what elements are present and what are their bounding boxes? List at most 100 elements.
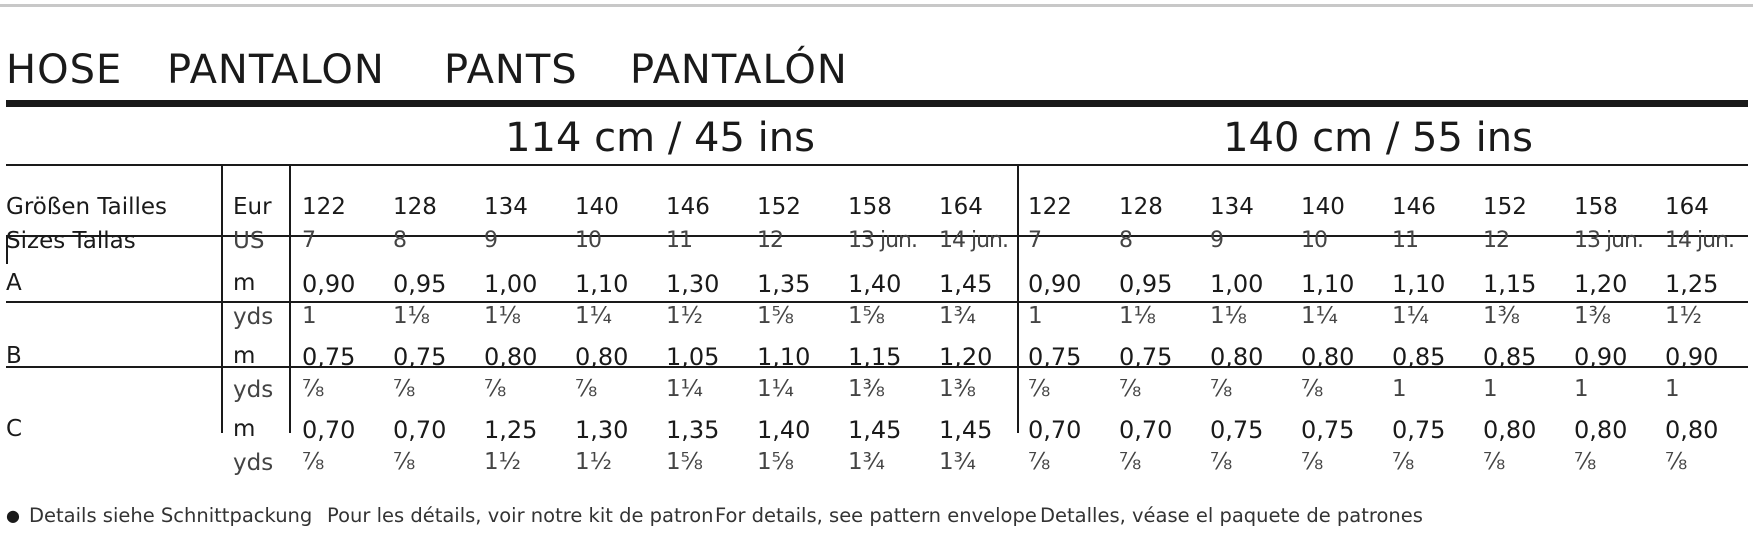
yards: 1⅜: [939, 376, 976, 402]
size-eur: 134: [1210, 194, 1254, 220]
meters: 0,90: [302, 270, 356, 298]
meters: 1,00: [484, 270, 538, 298]
row-label: A: [6, 270, 22, 296]
meters: 1,10: [1301, 270, 1355, 298]
row-label: C: [6, 416, 23, 442]
yards: 1⅝: [757, 449, 794, 475]
meters: 0,75: [1210, 416, 1264, 444]
size-us: 11: [1392, 228, 1419, 253]
size-eur: 140: [1301, 194, 1345, 220]
yards: ⅞: [1574, 449, 1597, 475]
yards: ⅞: [393, 376, 416, 402]
yards: 1¾: [848, 449, 885, 475]
yards: 1¼: [757, 376, 794, 402]
size-eur: 134: [484, 194, 528, 220]
size-eur: 122: [302, 194, 346, 220]
footer-note: For details, see pattern envelope: [715, 504, 1037, 527]
yards: 1⅝: [666, 449, 703, 475]
title-rule: [6, 100, 1748, 107]
meters: 1,20: [939, 343, 993, 371]
meters: 0,85: [1392, 343, 1446, 371]
meters: 1,45: [939, 270, 993, 298]
meters: 0,70: [1119, 416, 1173, 444]
title-word: PANTALÓN: [630, 47, 848, 93]
yards: 1½: [1665, 303, 1702, 329]
row-rule: [6, 164, 1748, 166]
size-us: 9: [1210, 228, 1224, 253]
col-rule: [289, 165, 291, 433]
title-word: PANTALON: [167, 47, 385, 93]
meters: 0,80: [1483, 416, 1537, 444]
meters: 0,80: [575, 343, 629, 371]
yards: 1⅛: [1119, 303, 1156, 329]
top-rule: [0, 4, 1753, 7]
meters: 1,25: [1665, 270, 1719, 298]
yards: 1¼: [1392, 303, 1429, 329]
meters: 0,80: [1665, 416, 1719, 444]
size-us: 10: [575, 228, 602, 253]
meters: 1,45: [848, 416, 902, 444]
size-us: 11: [666, 228, 693, 253]
title-word: HOSE: [6, 47, 123, 93]
meters: 1,10: [575, 270, 629, 298]
size-eur: 128: [393, 194, 437, 220]
yards: 1¼: [575, 303, 612, 329]
meters: 0,95: [393, 270, 447, 298]
meters: 0,75: [1392, 416, 1446, 444]
meters: 0,75: [1119, 343, 1173, 371]
size-us: 9: [484, 228, 498, 253]
yards: ⅞: [1119, 449, 1142, 475]
meters: 1,10: [757, 343, 811, 371]
yards: 1¼: [1301, 303, 1338, 329]
meters: 0,75: [1028, 343, 1082, 371]
yards: ⅞: [302, 376, 325, 402]
yards: ⅞: [1210, 376, 1233, 402]
meters: 1,00: [1210, 270, 1264, 298]
meters: 1,05: [666, 343, 720, 371]
unit-label: m: [233, 270, 256, 296]
unit-label: m: [233, 416, 256, 442]
meters: 0,90: [1574, 343, 1628, 371]
col-rule: [6, 236, 8, 264]
yards: ⅞: [484, 376, 507, 402]
meters: 1,15: [1483, 270, 1537, 298]
unit-label: yds: [233, 450, 274, 476]
size-eur: 146: [666, 194, 710, 220]
yards: ⅞: [1210, 449, 1233, 475]
yards: ⅞: [1392, 449, 1415, 475]
meters: 1,20: [1574, 270, 1628, 298]
title-word: PANTS: [444, 47, 578, 93]
yards: 1: [1665, 376, 1680, 402]
yards: 1⅝: [848, 303, 885, 329]
size-unit: US: [233, 228, 265, 254]
size-label: Sizes Tallas: [6, 228, 136, 254]
unit-label: yds: [233, 304, 274, 330]
size-us: 8: [393, 228, 407, 253]
row-rule: [6, 301, 1748, 303]
meters: 0,85: [1483, 343, 1537, 371]
footer-note: Details siehe Schnittpackung: [29, 504, 313, 527]
meters: 0,80: [1574, 416, 1628, 444]
yards: ⅞: [1028, 376, 1051, 402]
meters: 0,75: [393, 343, 447, 371]
size-us: 13 jun.: [848, 228, 918, 253]
yards: 1⅜: [848, 376, 885, 402]
yards: 1½: [666, 303, 703, 329]
yards: 1½: [484, 449, 521, 475]
yards: ⅞: [1483, 449, 1506, 475]
meters: 0,70: [393, 416, 447, 444]
size-eur: 152: [1483, 194, 1527, 220]
meters: 0,90: [1665, 343, 1719, 371]
yards: 1¾: [939, 303, 976, 329]
yards: ⅞: [575, 376, 598, 402]
yards: 1⅛: [1210, 303, 1247, 329]
yards: 1¾: [939, 449, 976, 475]
row-rule: [6, 235, 1748, 237]
size-us: 7: [1028, 228, 1042, 253]
row-label: B: [6, 343, 22, 369]
yards: 1⅜: [1574, 303, 1611, 329]
yards: 1: [1392, 376, 1407, 402]
size-us: 7: [302, 228, 316, 253]
meters: 0,95: [1119, 270, 1173, 298]
